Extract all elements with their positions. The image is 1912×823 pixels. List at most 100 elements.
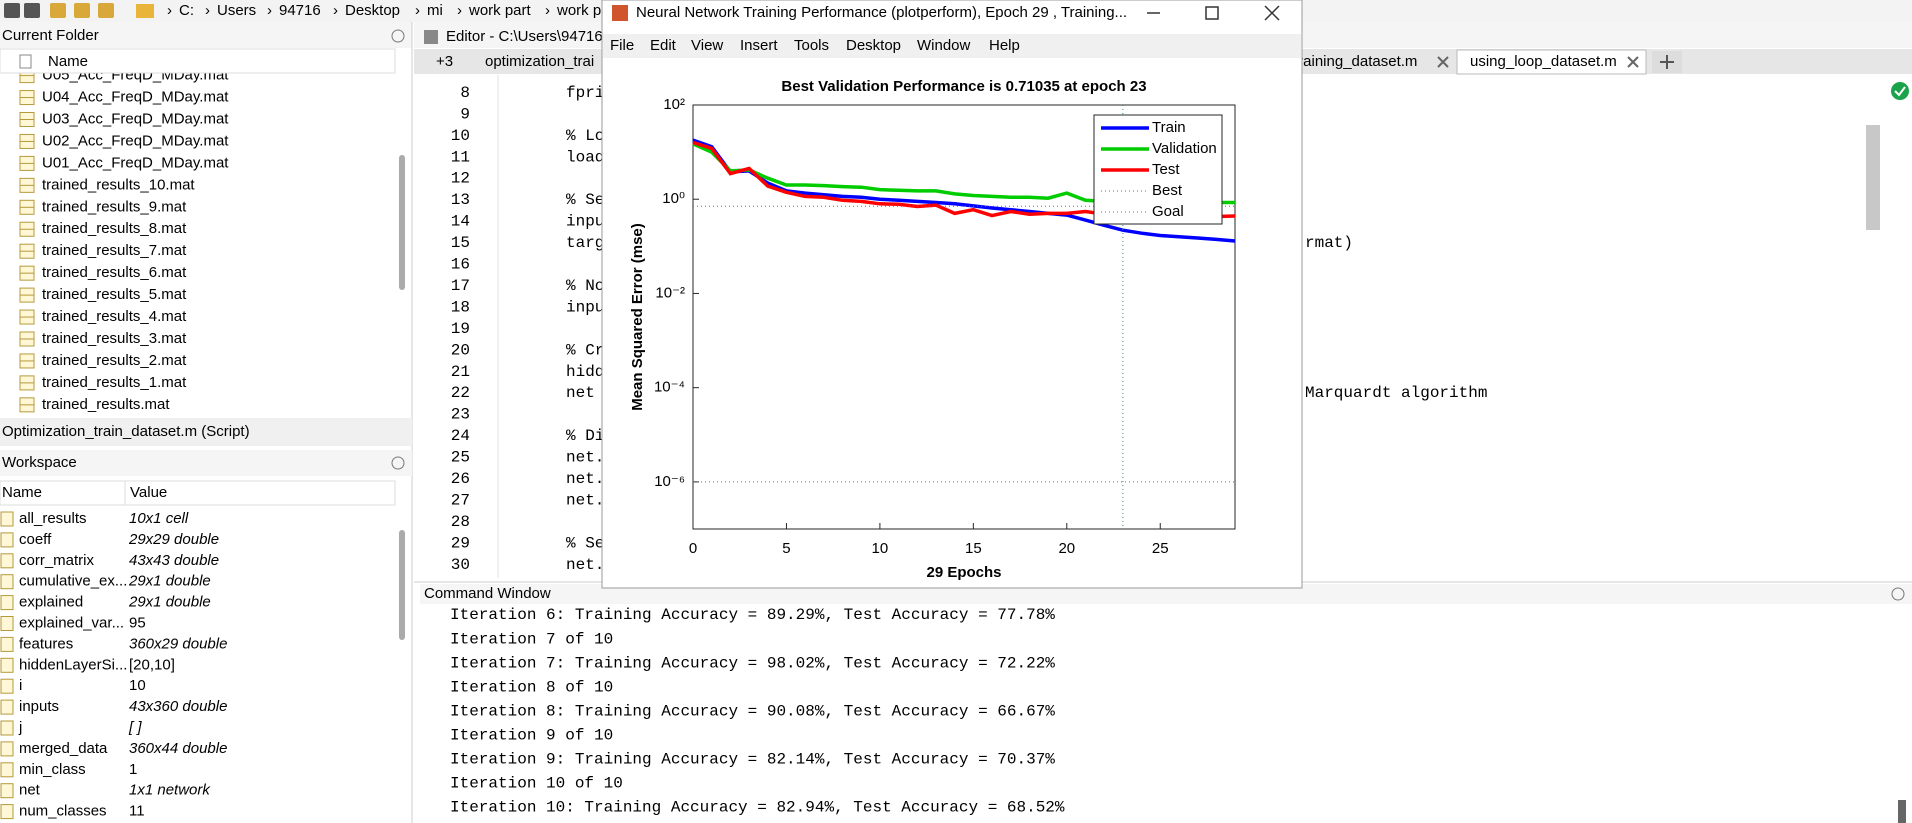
var-value[interactable]: 29x1 double — [128, 594, 211, 611]
path-separator: › — [333, 2, 338, 19]
file-name[interactable]: U02_Acc_FreqD_MDay.mat — [42, 132, 229, 149]
panel-menu[interactable] — [391, 29, 405, 43]
x-tick-label: 25 — [1152, 540, 1169, 557]
file-name[interactable]: trained_results_9.mat — [42, 198, 187, 215]
column-name[interactable]: Name — [48, 53, 88, 70]
file-name[interactable]: U04_Acc_FreqD_MDay.mat — [42, 89, 229, 106]
panel-menu[interactable] — [1891, 587, 1905, 601]
var-name[interactable]: cumulative_ex... — [19, 573, 127, 590]
var-value[interactable]: 43x43 double — [129, 552, 219, 569]
file-name[interactable]: trained_results_10.mat — [42, 176, 195, 193]
file-name[interactable]: trained_results_7.mat — [42, 242, 187, 259]
var-name[interactable]: net — [19, 782, 41, 799]
var-name[interactable]: explained_var... — [19, 614, 124, 631]
var-value[interactable]: 29x1 double — [128, 573, 211, 590]
maximize[interactable] — [1205, 6, 1219, 20]
line-number: 17 — [451, 277, 470, 295]
var-name[interactable]: explained — [19, 594, 83, 611]
var-name[interactable]: coeff — [19, 531, 52, 548]
menu-item[interactable]: Window — [917, 37, 971, 54]
panel-menu[interactable] — [391, 456, 405, 470]
folder-header — [0, 22, 412, 48]
var-value[interactable]: 29x29 double — [128, 531, 219, 548]
path-segment[interactable]: work part — [468, 2, 532, 19]
path-segment[interactable]: mi — [427, 2, 443, 19]
path-segment[interactable]: 94716 — [279, 2, 321, 19]
close[interactable] — [1264, 5, 1280, 21]
toolbar-icon[interactable] — [4, 3, 20, 18]
tab-close[interactable] — [1437, 56, 1449, 68]
menu-item[interactable]: Insert — [740, 37, 778, 54]
var-value[interactable]: 95 — [129, 614, 146, 631]
x-tick-label: 5 — [782, 540, 790, 557]
var-name[interactable]: features — [19, 635, 73, 652]
y-axis-label: Mean Squared Error (mse) — [629, 223, 646, 411]
var-name[interactable]: i — [19, 677, 22, 694]
var-value[interactable]: 1 — [129, 761, 137, 778]
toolbar-icon[interactable] — [98, 3, 114, 18]
menu-item[interactable]: Help — [989, 37, 1020, 54]
menu-item[interactable]: View — [691, 37, 723, 54]
file-name[interactable]: U01_Acc_FreqD_MDay.mat — [42, 154, 229, 171]
var-name[interactable]: min_class — [19, 761, 86, 778]
var-value[interactable]: [20,10] — [129, 656, 175, 673]
column-header — [0, 480, 396, 506]
file-name[interactable]: trained_results_8.mat — [42, 220, 187, 237]
status-ok — [1891, 82, 1909, 100]
legend-label: Best — [1152, 182, 1183, 199]
file-name[interactable]: trained_results_6.mat — [42, 264, 187, 281]
active-tab — [1456, 49, 1647, 75]
var-name[interactable]: hiddenLayerSi... — [19, 656, 127, 673]
file-name[interactable]: U03_Acc_FreqD_MDay.mat — [42, 110, 229, 127]
editor-title: Editor - C:\Users\94716 — [446, 28, 603, 45]
folder-icon — [136, 4, 154, 18]
var-name[interactable]: j — [18, 719, 22, 736]
path-segment[interactable]: C: — [179, 2, 194, 19]
var-name[interactable]: merged_data — [19, 740, 108, 757]
column-name[interactable]: Value — [130, 484, 167, 501]
var-value[interactable]: 360x44 double — [129, 740, 227, 757]
toolbar-icon[interactable] — [24, 3, 40, 18]
file-name[interactable]: trained_results_2.mat — [42, 352, 187, 369]
var-name[interactable]: inputs — [19, 698, 59, 715]
menu-item[interactable]: File — [610, 37, 634, 54]
file-name[interactable]: trained_results.mat — [42, 396, 170, 413]
var-icon — [0, 574, 14, 590]
var-value[interactable]: 43x360 double — [129, 698, 227, 715]
var-value[interactable]: 10x1 cell — [129, 510, 189, 527]
file-name[interactable]: trained_results_1.mat — [42, 374, 187, 391]
path-segment[interactable]: work p — [556, 2, 601, 19]
file-name[interactable]: trained_results_4.mat — [42, 308, 187, 325]
path-segment[interactable]: Users — [217, 2, 256, 19]
file-name[interactable]: trained_results_3.mat — [42, 330, 187, 347]
toolbar-icon[interactable] — [74, 3, 90, 18]
panel-title: Command Window — [424, 585, 551, 602]
var-value[interactable]: [ ] — [128, 719, 142, 736]
tab-label[interactable]: training_dataset.m — [1294, 53, 1417, 70]
x-tick-label: 0 — [689, 540, 697, 557]
var-name[interactable]: all_results — [19, 510, 87, 527]
cmd-output: Iteration 7 of 10 — [450, 630, 613, 648]
var-value[interactable]: 1x1 network — [129, 782, 211, 799]
var-value[interactable]: 10 — [129, 677, 146, 694]
tab-close[interactable] — [1627, 56, 1639, 68]
var-name[interactable]: num_classes — [19, 803, 107, 820]
var-value[interactable]: 360x29 double — [129, 635, 227, 652]
var-name[interactable]: corr_matrix — [19, 552, 95, 569]
toolbar-icon[interactable] — [50, 3, 66, 18]
menu-item[interactable]: Desktop — [846, 37, 901, 54]
tab-label[interactable]: using_loop_dataset.m — [1470, 53, 1617, 70]
menu-item[interactable]: Tools — [794, 37, 829, 54]
file-name[interactable]: trained_results_5.mat — [42, 286, 187, 303]
line-number: 9 — [460, 105, 470, 123]
tab-label[interactable]: +3 — [436, 53, 453, 70]
tab-label[interactable]: optimization_trai — [485, 53, 594, 70]
line-number: 27 — [451, 491, 470, 509]
var-value[interactable]: 11 — [129, 803, 145, 820]
code: inpu — [566, 213, 604, 231]
column-name[interactable]: Name — [2, 484, 42, 501]
menu-item[interactable]: Edit — [650, 37, 677, 54]
path-segment[interactable]: Desktop — [345, 2, 400, 19]
